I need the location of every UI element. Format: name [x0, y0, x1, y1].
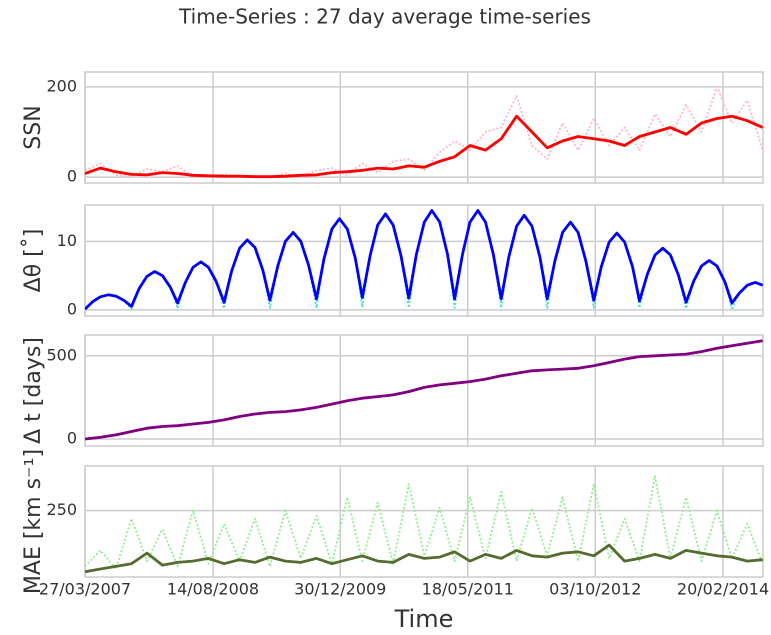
- y-axis-label: SSN: [21, 105, 46, 149]
- series-line: [85, 475, 763, 570]
- x-axis-label: Time: [394, 605, 454, 633]
- series-line: [85, 209, 763, 311]
- x-tick-label: 27/03/2007: [39, 580, 131, 599]
- y-tick-label: 0: [67, 167, 77, 186]
- x-tick-label: 03/10/2012: [549, 580, 641, 599]
- series-line: [85, 339, 763, 441]
- series-line: [85, 543, 763, 574]
- y-tick-label: 250: [46, 500, 77, 519]
- y-tick-label: 500: [46, 345, 77, 364]
- panel: [84, 334, 764, 447]
- y-axis-label: MAE [km s⁻¹]: [21, 449, 46, 594]
- y-axis-label: Δθ [˚]: [21, 229, 46, 293]
- y-tick-label: 0: [67, 429, 77, 448]
- x-tick-label: 18/05/2011: [422, 580, 514, 599]
- x-tick-label: 30/12/2009: [294, 580, 386, 599]
- series-line: [85, 114, 763, 179]
- y-tick-label: 200: [46, 76, 77, 95]
- x-tick-label: 20/02/2014: [677, 580, 769, 599]
- figure-title: Time-Series : 27 day average time-series: [178, 5, 591, 29]
- y-tick-label: 10: [57, 231, 77, 250]
- x-tick-label: 14/08/2008: [167, 580, 259, 599]
- y-tick-label: 0: [67, 299, 77, 318]
- y-axis-label: Δ t [days]: [21, 337, 46, 444]
